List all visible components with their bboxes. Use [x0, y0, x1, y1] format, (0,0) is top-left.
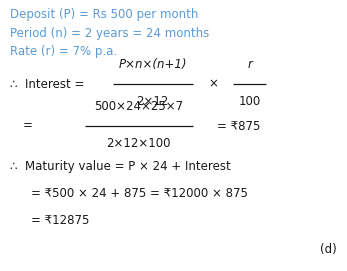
- Text: 2×12×100: 2×12×100: [107, 137, 171, 150]
- Text: (d): (d): [320, 243, 337, 256]
- Text: = ₹12875: = ₹12875: [31, 214, 90, 227]
- Text: P×n×(n+1): P×n×(n+1): [118, 58, 187, 71]
- Text: Deposit (P) = Rs 500 per month: Deposit (P) = Rs 500 per month: [10, 8, 199, 21]
- Text: ∴  Interest =: ∴ Interest =: [10, 78, 85, 91]
- Text: ∴  Maturity value = P × 24 + Interest: ∴ Maturity value = P × 24 + Interest: [10, 160, 231, 173]
- Text: Rate (r) = 7% p.a.: Rate (r) = 7% p.a.: [10, 45, 118, 58]
- Text: 2×12: 2×12: [136, 95, 169, 108]
- Text: = ₹500 × 24 + 875 = ₹12000 × 875: = ₹500 × 24 + 875 = ₹12000 × 875: [31, 187, 248, 200]
- Text: 500×24×25×7: 500×24×25×7: [94, 100, 183, 113]
- Text: r: r: [247, 58, 252, 71]
- Text: ×: ×: [209, 78, 218, 91]
- Text: 100: 100: [239, 95, 261, 108]
- Text: Period (n) = 2 years = 24 months: Period (n) = 2 years = 24 months: [10, 27, 210, 40]
- Text: =: =: [23, 120, 33, 133]
- Text: = ₹875: = ₹875: [217, 120, 260, 133]
